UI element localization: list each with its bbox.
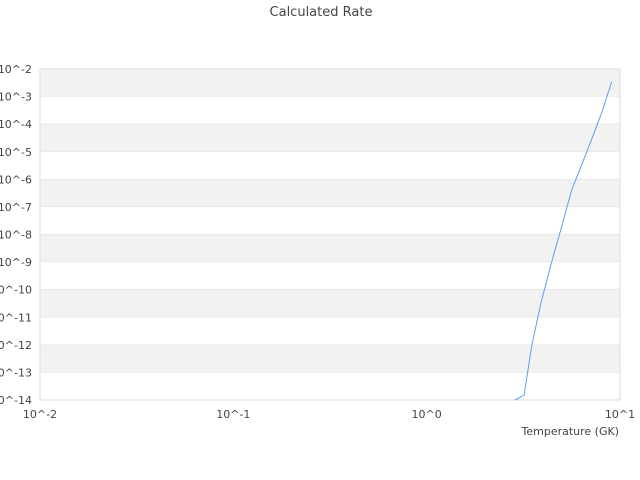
plot-frame <box>39 68 621 401</box>
grid-band <box>40 124 620 152</box>
x-tick-label: 10^1 <box>605 408 635 421</box>
grid-band <box>40 372 620 400</box>
grid-band <box>40 289 620 318</box>
y-tick-label: 10^-13 <box>0 366 32 379</box>
y-tick-label: 10^-7 <box>0 201 32 214</box>
y-tick-label: 10^-2 <box>0 63 32 76</box>
y-tick-label: 10^-10 <box>0 284 32 297</box>
y-tick-label: 10^-8 <box>0 229 32 242</box>
y-tick-label: 10^-12 <box>0 339 32 352</box>
y-tick-label: 10^-11 <box>0 311 32 324</box>
series-line <box>514 81 613 401</box>
grid-band <box>40 69 620 97</box>
y-tick-label: 10^-5 <box>0 146 32 159</box>
grid-band <box>40 151 620 180</box>
grid-band <box>40 179 620 207</box>
x-axis-label: Temperature (GK) <box>521 425 620 438</box>
grid-band <box>40 234 620 263</box>
grid-band <box>40 344 620 373</box>
grid-band <box>40 206 620 235</box>
grid-band <box>40 96 620 125</box>
grid-band <box>40 317 620 345</box>
x-tick-label: 10^-1 <box>216 408 250 421</box>
y-tick-label: 10^-4 <box>0 118 32 131</box>
y-tick-label: 10^-9 <box>0 256 32 269</box>
grid-band <box>40 262 620 290</box>
chart-title: Calculated Rate <box>270 5 373 20</box>
y-tick-label: 10^-6 <box>0 173 32 186</box>
x-tick-label: 10^-2 <box>23 408 57 421</box>
y-tick-label: 10^-14 <box>0 394 32 407</box>
x-tick-label: 10^0 <box>412 408 442 421</box>
y-tick-label: 10^-3 <box>0 91 32 104</box>
